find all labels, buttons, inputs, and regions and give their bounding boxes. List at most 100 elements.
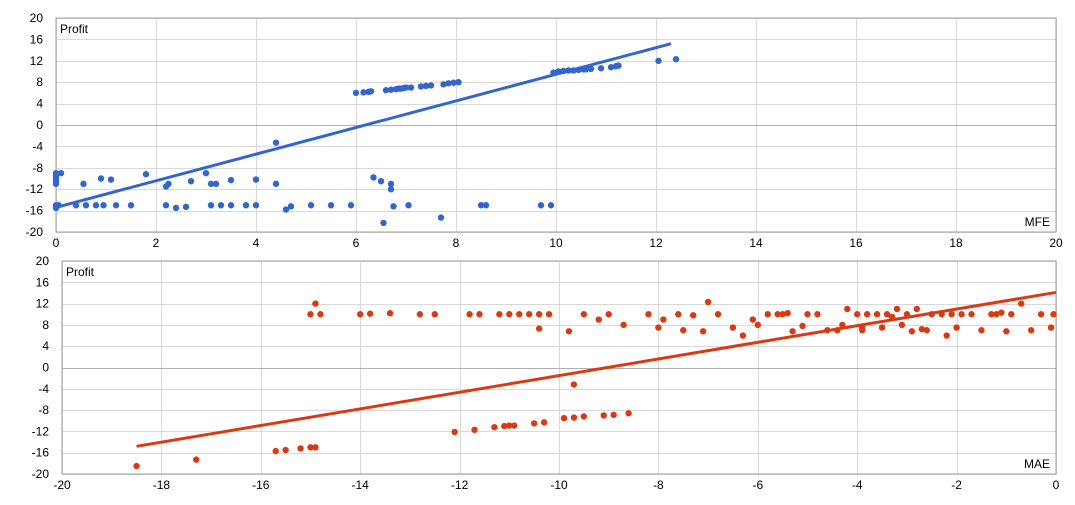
mae-data-point: [749, 316, 757, 323]
mae-data-point: [580, 413, 588, 420]
mae-data-point: [476, 311, 483, 318]
mae-data-point: [416, 311, 424, 318]
mfe-data-point: [217, 202, 225, 209]
mae-data-point: [282, 446, 289, 454]
mae-data-point: [1008, 311, 1015, 318]
mfe-data-point: [107, 176, 115, 183]
mae-data-point: [525, 311, 533, 318]
mfe-data-point: [597, 65, 605, 72]
mae-data-point: [496, 311, 503, 318]
mae-x-tick-label: -14: [352, 478, 370, 492]
mae-data-point: [814, 311, 821, 318]
mfe-data-point: [437, 214, 445, 221]
mfe-data-point: [387, 180, 395, 188]
mae-data-point: [645, 311, 652, 318]
mfe-data-point: [477, 202, 485, 209]
mae-data-point: [530, 420, 538, 427]
mae-data-point: [878, 324, 886, 331]
mfe-data-point: [615, 62, 622, 69]
mfe-data-point: [405, 202, 412, 209]
mae-data-point: [605, 311, 612, 318]
mae-data-point: [610, 411, 617, 419]
mae-data-point: [883, 311, 891, 318]
mae-x-tick-label: -2: [951, 478, 962, 492]
mae-data-point: [774, 311, 781, 318]
mfe-x-tick-label: 14: [749, 236, 763, 250]
mae-y-tick-label: -16: [32, 446, 50, 460]
mfe-data-point: [227, 176, 235, 184]
mfe-data-point: [57, 169, 65, 177]
mfe-data-point: [100, 202, 107, 209]
mae-data-point: [307, 311, 314, 318]
mfe-data-point: [92, 202, 100, 209]
mae-data-point: [784, 309, 791, 317]
mfe-data-point: [367, 88, 375, 95]
mae-data-point: [863, 311, 871, 318]
mfe-y-tick-label: -12: [26, 182, 44, 196]
mae-data-point: [655, 324, 662, 331]
mfe-data-point: [252, 176, 260, 183]
mfe-y-tick-label: 8: [36, 75, 43, 89]
mae-data-point: [948, 311, 955, 318]
mfe-data-point: [427, 82, 435, 89]
mae-data-point: [1027, 327, 1035, 334]
mfe-data-point: [537, 202, 545, 209]
mae-y-tick-label: 12: [36, 297, 50, 311]
mfe-plot-area: [55, 17, 1057, 233]
mae-data-point: [431, 311, 438, 318]
mae-data-point: [357, 311, 364, 318]
mfe-data-point: [607, 64, 615, 71]
mae-y-tick-label: -12: [32, 424, 50, 438]
mfe-data-point: [407, 84, 415, 91]
mfe-data-point: [387, 86, 395, 93]
mfe-data-point: [450, 79, 457, 86]
mfe-data-point: [207, 202, 215, 209]
mae-data-point: [312, 300, 319, 307]
mae-x-tick-label: 0: [1053, 478, 1060, 492]
mfe-data-point: [172, 204, 180, 212]
mae-data-point: [893, 305, 901, 313]
mae-data-point: [988, 311, 995, 318]
mfe-data-point: [370, 174, 377, 181]
mae-data-point: [600, 412, 607, 419]
mfe-y-tick-label: -16: [26, 204, 44, 218]
mae-data-point: [366, 310, 374, 317]
mae-data-point: [580, 311, 588, 318]
mfe-data-point: [347, 202, 355, 209]
mae-data-point: [471, 426, 478, 434]
mae-data-point: [799, 322, 806, 330]
mae-x-axis-title: MAE: [1024, 457, 1050, 471]
mae-y-tick-label: -4: [38, 382, 49, 396]
mfe-data-point: [587, 65, 595, 73]
mae-data-point: [898, 321, 906, 329]
mfe-data-point: [360, 89, 367, 96]
mfe-data-point: [445, 80, 452, 87]
mae-data-point: [789, 328, 796, 335]
mfe-x-tick-label: 0: [53, 236, 60, 250]
mae-data-point: [978, 327, 985, 334]
mfe-x-tick-label: 4: [253, 236, 260, 250]
mae-data-point: [998, 309, 1005, 316]
mae-y-tick-label: 8: [42, 318, 49, 332]
mfe-data-point: [440, 81, 447, 88]
mfe-x-tick-label: 20: [1049, 236, 1063, 250]
mae-y-tick-label: 4: [42, 339, 49, 353]
mae-data-point: [739, 332, 747, 339]
mae-data-point: [704, 298, 712, 306]
mae-data-point: [923, 327, 930, 334]
mae-data-point: [804, 311, 811, 318]
mae-data-point: [133, 462, 140, 470]
mae-data-point: [754, 321, 761, 329]
mfe-data-point: [227, 202, 235, 209]
mae-data-point: [729, 324, 737, 331]
mae-y-axis-title: Profit: [66, 265, 95, 279]
mae-data-point: [570, 381, 578, 388]
mfe-data-point: [282, 206, 290, 213]
mfe-x-tick-label: 12: [649, 236, 663, 250]
mae-data-point: [854, 311, 861, 318]
mae-data-point: [779, 311, 786, 318]
mae-data-point: [918, 325, 926, 333]
mae-data-point: [595, 316, 602, 323]
mfe-data-point: [377, 177, 385, 185]
